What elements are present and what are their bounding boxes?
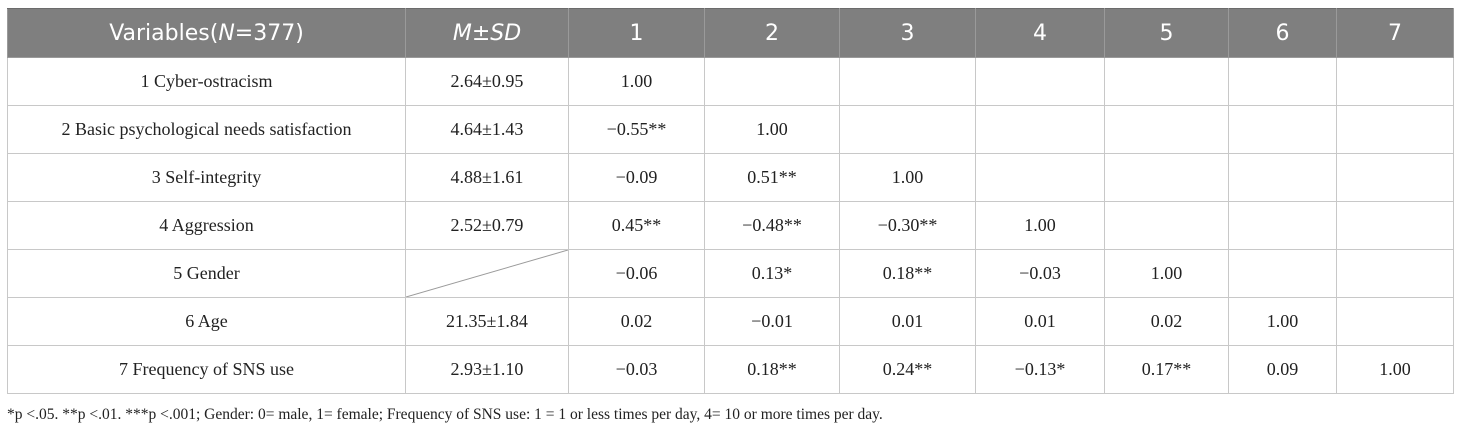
correlation-cell: 0.01: [839, 297, 976, 346]
correlation-table-container: Variables(N=377) M±SD 1 2 3 4 5 6 7 1 Cy…: [7, 8, 1454, 394]
row-variable-label: 1 Cyber-ostracism: [7, 57, 406, 106]
table-row: 7 Frequency of SNS use 2.93±1.10 −0.03 0.18…: [7, 345, 1454, 394]
correlation-cell: [1104, 201, 1229, 250]
header-col-1: 1: [568, 8, 705, 58]
correlation-cell: 1.00: [568, 57, 705, 106]
correlation-cell: 0.18**: [704, 345, 840, 394]
row-mean-sd: 21.35±1.84: [405, 297, 569, 346]
header-col-4: 4: [975, 8, 1105, 58]
row-mean-sd: 2.52±0.79: [405, 201, 569, 250]
correlation-cell: 1.00: [839, 153, 976, 202]
header-m: M: [452, 20, 472, 46]
correlation-cell: [1228, 153, 1337, 202]
correlation-cell: 0.51**: [704, 153, 840, 202]
mean-sd-empty-diagonal: [405, 249, 569, 298]
header-variables: Variables(N=377): [7, 8, 406, 58]
header-sd: SD: [490, 20, 522, 46]
correlation-cell: [1336, 249, 1454, 298]
correlation-cell: 1.00: [1228, 297, 1337, 346]
table-row: 1 Cyber-ostracism 2.64±0.95 1.00: [7, 57, 1454, 106]
correlation-cell: 0.45**: [568, 201, 705, 250]
correlation-cell: 0.01: [975, 297, 1105, 346]
correlation-cell: −0.30**: [839, 201, 976, 250]
table-row: 5 Gender −0.06 0.13* 0.18** −0.03 1.00: [7, 249, 1454, 298]
diagonal-line-graphic: [406, 250, 568, 297]
correlation-cell: [1336, 105, 1454, 154]
correlation-cell: [1336, 57, 1454, 106]
header-col-3: 3: [839, 8, 976, 58]
row-variable-label: 2 Basic psychological needs satisfaction: [7, 105, 406, 154]
correlation-cell: −0.55**: [568, 105, 705, 154]
table-row: 4 Aggression 2.52±0.79 0.45** −0.48** −0.30*…: [7, 201, 1454, 250]
correlation-cell: [1228, 105, 1337, 154]
correlation-cell: 0.02: [568, 297, 705, 346]
correlation-cell: [1228, 201, 1337, 250]
correlation-cell: 1.00: [1336, 345, 1454, 394]
row-mean-sd: 4.88±1.61: [405, 153, 569, 202]
header-mean-sd: M±SD: [405, 8, 569, 58]
correlation-cell: −0.03: [975, 249, 1105, 298]
correlation-cell: [1104, 57, 1229, 106]
correlation-cell: 0.09: [1228, 345, 1337, 394]
correlation-cell: 1.00: [1104, 249, 1229, 298]
table-body: 1 Cyber-ostracism 2.64±0.95 1.00 2 Basic ps…: [7, 57, 1454, 394]
row-mean-sd: 4.64±1.43: [405, 105, 569, 154]
correlation-cell: −0.13*: [975, 345, 1105, 394]
correlation-cell: [1336, 153, 1454, 202]
correlation-cell: [1104, 153, 1229, 202]
correlation-cell: [975, 57, 1105, 106]
header-variables-n: N: [218, 20, 235, 46]
correlation-cell: −0.09: [568, 153, 705, 202]
correlation-cell: [975, 105, 1105, 154]
header-variables-suffix: =377): [234, 20, 304, 46]
correlation-cell: −0.48**: [704, 201, 840, 250]
correlation-cell: [839, 105, 976, 154]
row-mean-sd: 2.64±0.95: [405, 57, 569, 106]
header-col-7: 7: [1336, 8, 1454, 58]
correlation-cell: [1228, 57, 1337, 106]
table-row: 3 Self-integrity 4.88±1.61 −0.09 0.51** 1.00: [7, 153, 1454, 202]
correlation-cell: 0.13*: [704, 249, 840, 298]
header-col-5: 5: [1104, 8, 1229, 58]
row-variable-label: 4 Aggression: [7, 201, 406, 250]
correlation-cell: [1336, 297, 1454, 346]
correlation-cell: 1.00: [975, 201, 1105, 250]
row-variable-label: 5 Gender: [7, 249, 406, 298]
row-mean-sd: 2.93±1.10: [405, 345, 569, 394]
correlation-cell: 0.17**: [1104, 345, 1229, 394]
correlation-cell: −0.01: [704, 297, 840, 346]
table-row: 6 Age 21.35±1.84 0.02 −0.01 0.01 0.01 0.02 1.00: [7, 297, 1454, 346]
correlation-cell: 0.02: [1104, 297, 1229, 346]
correlation-table: Variables(N=377) M±SD 1 2 3 4 5 6 7 1 Cy…: [7, 8, 1454, 394]
correlation-cell: [1104, 105, 1229, 154]
correlation-cell: 0.18**: [839, 249, 976, 298]
correlation-cell: [975, 153, 1105, 202]
correlation-cell: 1.00: [704, 105, 840, 154]
diagonal-line: [406, 250, 568, 297]
header-variables-prefix: Variables(: [109, 20, 219, 46]
correlation-cell: 0.24**: [839, 345, 976, 394]
header-pm: ±: [471, 20, 491, 46]
correlation-cell: [704, 57, 840, 106]
table-footnote: *p <.05. **p <.01. ***p <.001; Gender: 0…: [7, 406, 883, 423]
correlation-cell: [1336, 201, 1454, 250]
row-variable-label: 3 Self-integrity: [7, 153, 406, 202]
header-col-2: 2: [704, 8, 840, 58]
row-variable-label: 7 Frequency of SNS use: [7, 345, 406, 394]
table-row: 2 Basic psychological needs satisfaction…: [7, 105, 1454, 154]
correlation-cell: [839, 57, 976, 106]
row-variable-label: 6 Age: [7, 297, 406, 346]
correlation-cell: [1228, 249, 1337, 298]
correlation-cell: −0.06: [568, 249, 705, 298]
table-header-row: Variables(N=377) M±SD 1 2 3 4 5 6 7: [7, 8, 1454, 58]
header-col-6: 6: [1228, 8, 1337, 58]
correlation-cell: −0.03: [568, 345, 705, 394]
